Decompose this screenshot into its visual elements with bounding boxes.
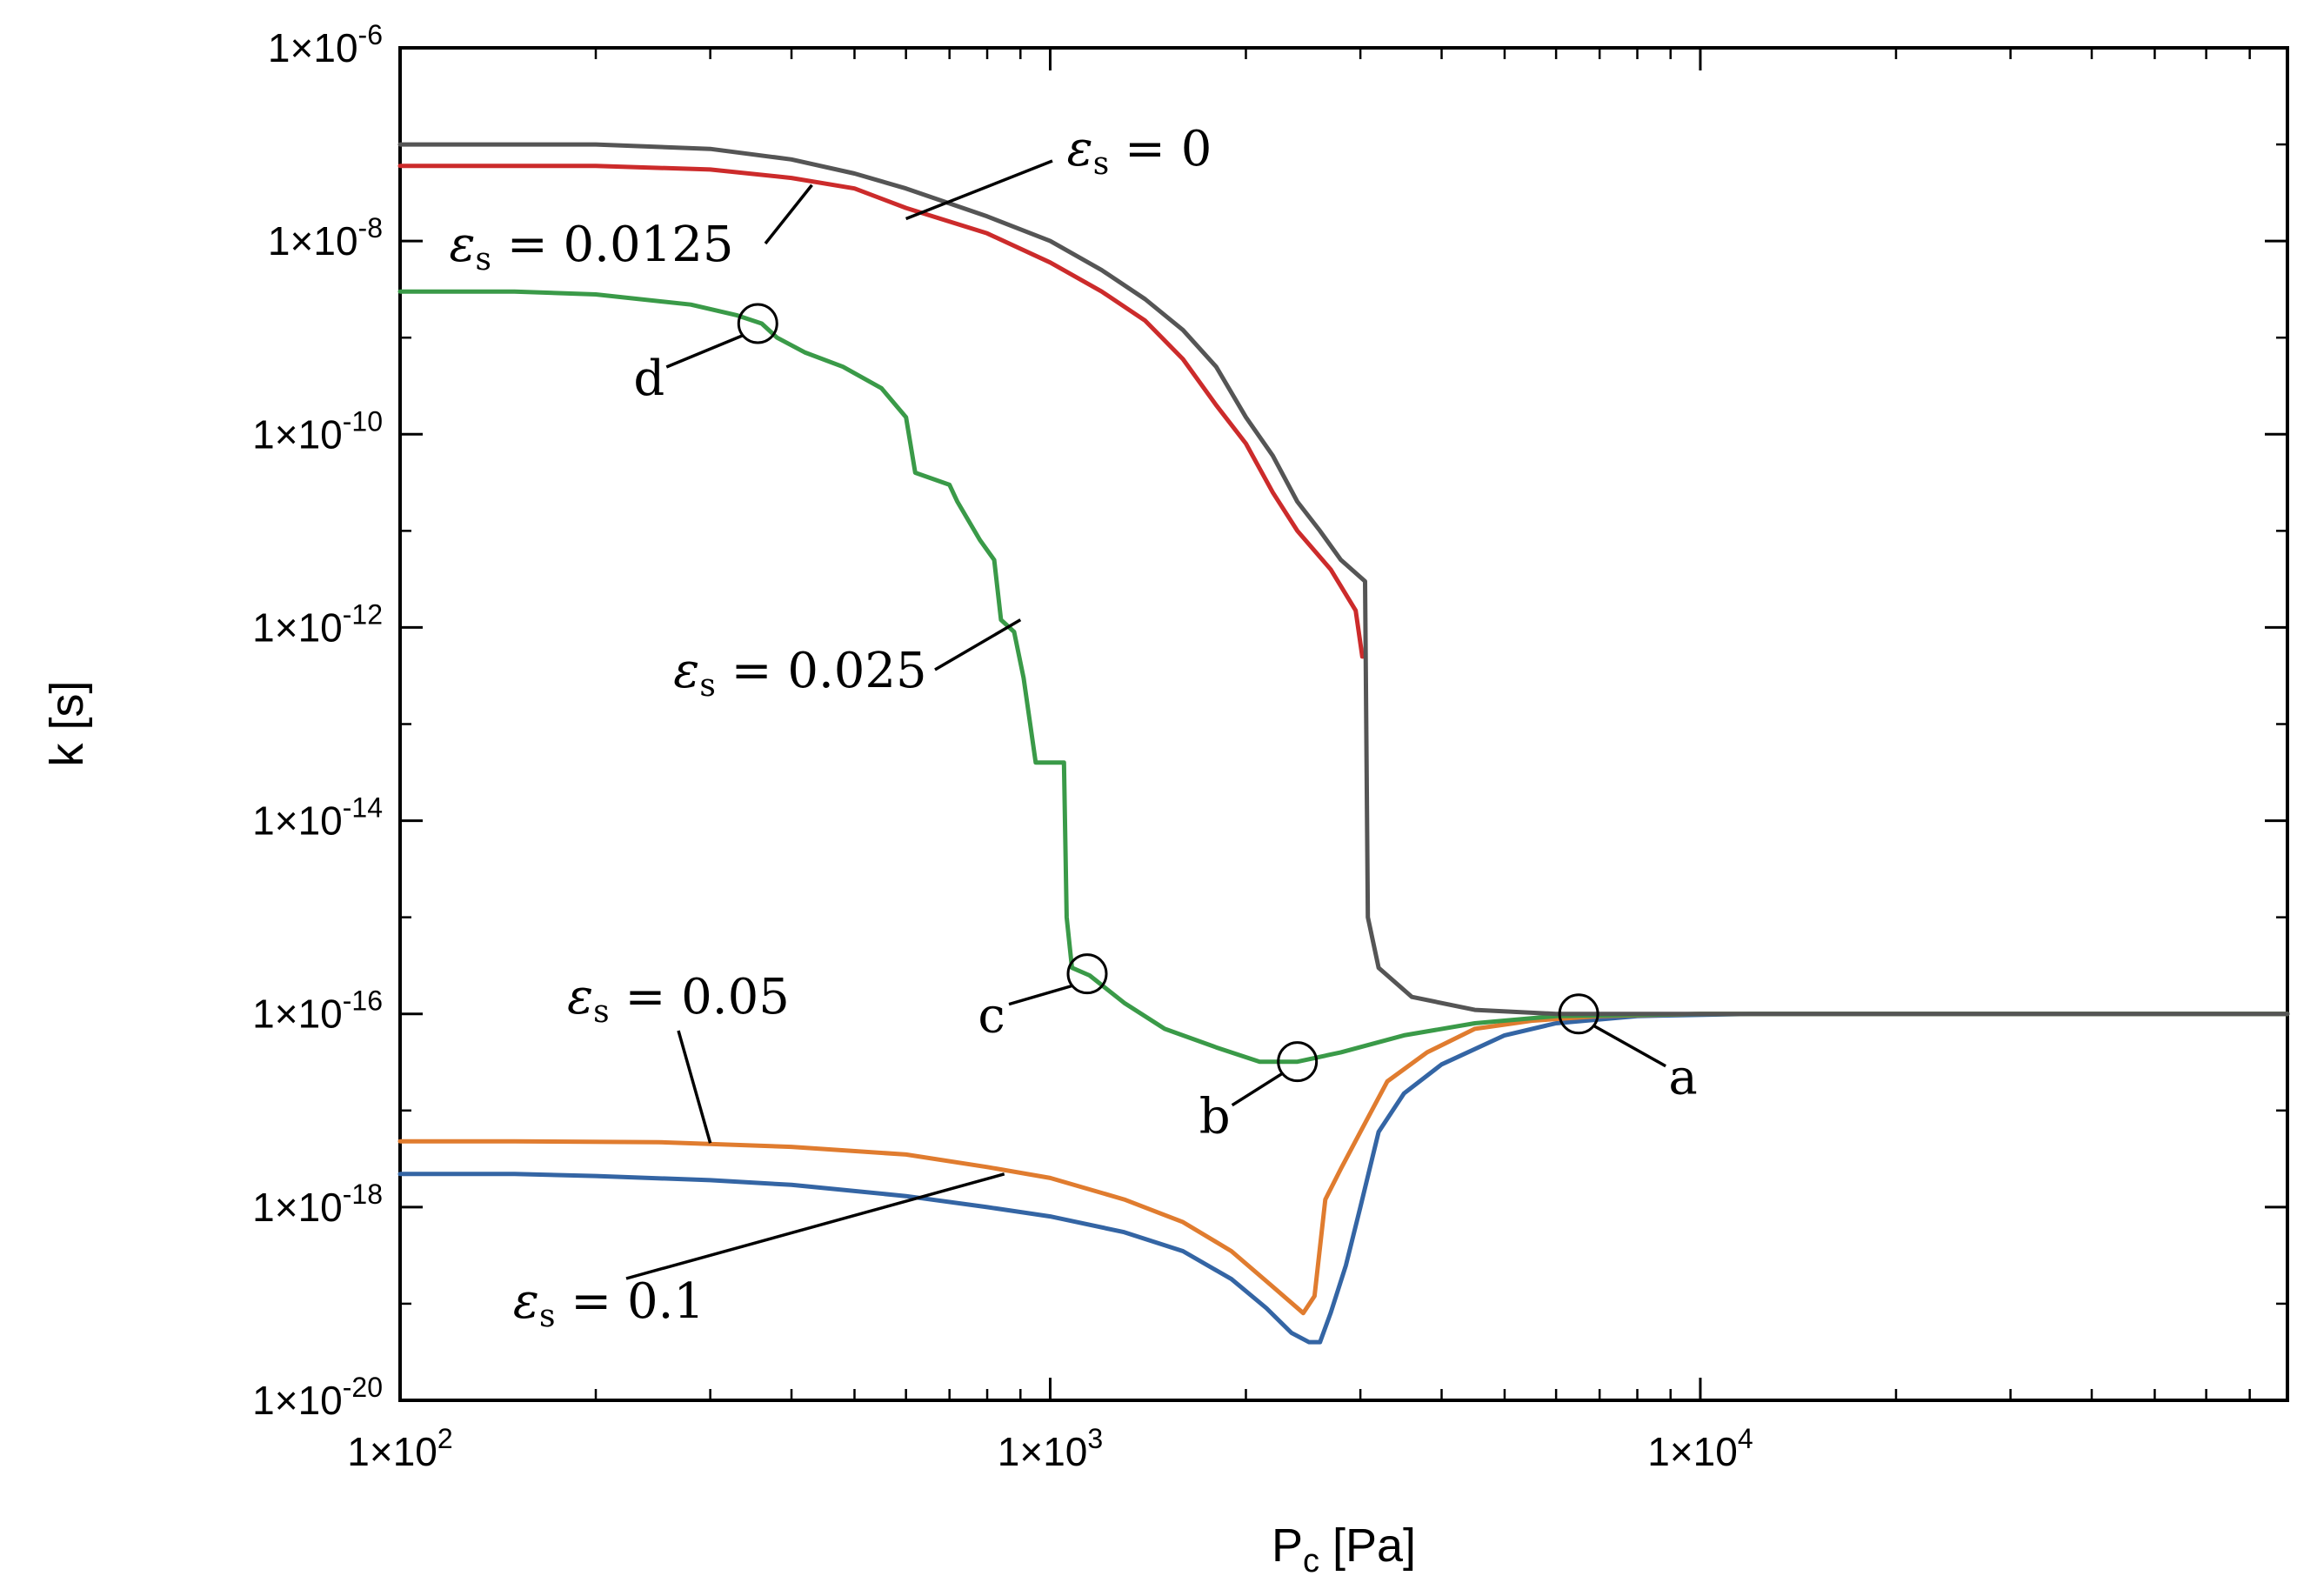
- y-tick-label-7-exp: -20: [343, 1372, 383, 1403]
- y-tick-label-0-exp: -6: [358, 19, 383, 50]
- y-tick-label-2-exp: -10: [343, 405, 383, 437]
- series-layer: [397, 142, 2290, 1345]
- y-tick-label-5: 1×10-16: [252, 985, 383, 1037]
- x-tick-label-1-exp: 3: [1087, 1423, 1103, 1454]
- series-line-0: [397, 1012, 2290, 1345]
- x-axis-title-sub: c: [1303, 1543, 1319, 1579]
- series-label-symbol: ε: [513, 1273, 539, 1330]
- series-label-1: εs = 0.05: [567, 969, 790, 1030]
- marker-layer: a b c d: [633, 303, 1698, 1145]
- x-tick-label-2: 1×104: [1647, 1423, 1753, 1474]
- y-tick-label-4: 1×10-14: [252, 792, 383, 844]
- series-label-symbol: ε: [1067, 121, 1093, 177]
- series-line-3: [397, 164, 1366, 659]
- marker-label-c: c: [978, 988, 1005, 1045]
- series-label-sub: s: [539, 1299, 555, 1334]
- series-label-symbol: ε: [449, 217, 475, 273]
- y-tick-label-5-base: 1×10: [252, 992, 343, 1037]
- series-line-4: [397, 142, 2290, 1017]
- y-tick-label-3-base: 1×10: [252, 604, 343, 650]
- series-label-value: = 0.05: [610, 969, 790, 1025]
- marker-d: [737, 303, 778, 344]
- x-tick-label-0-base: 1×10: [347, 1429, 437, 1474]
- series-label-value: = 0: [1109, 121, 1212, 177]
- x-tick-label-1-base: 1×10: [998, 1429, 1088, 1474]
- y-tick-label-2: 1×10-10: [252, 405, 383, 457]
- y-tick-label-2-base: 1×10: [252, 411, 343, 457]
- series-line-1: [397, 1012, 2290, 1316]
- marker-leader-a: [1593, 1025, 1666, 1068]
- marker-c: [1066, 953, 1108, 995]
- x-tick-label-2-exp: 4: [1738, 1423, 1753, 1454]
- series-label-2: εs = 0.025: [673, 643, 926, 704]
- y-tick-label-1-exp: -8: [358, 212, 383, 244]
- y-tick-label-0-base: 1×10: [268, 25, 358, 70]
- axis-ticks: 1×102 1×103 1×1041×10-61×10-81×10-101×10-1…: [252, 19, 2289, 1474]
- series-label-symbol: ε: [673, 643, 699, 699]
- y-tick-label-7-base: 1×10: [252, 1378, 343, 1423]
- marker-a: [1558, 993, 1599, 1035]
- y-tick-label-4-base: 1×10: [252, 798, 343, 844]
- marker-label-a: a: [1668, 1050, 1697, 1106]
- marker-leader-c: [1008, 984, 1072, 1006]
- y-tick-label-5-exp: -16: [343, 985, 383, 1017]
- x-tick-label-0-exp: 2: [437, 1423, 453, 1454]
- y-tick-label-3-exp: -12: [343, 598, 383, 630]
- y-tick-label-6-base: 1×10: [252, 1185, 343, 1230]
- y-tick-label-6: 1×10-18: [252, 1179, 383, 1230]
- y-tick-label-1-base: 1×10: [268, 218, 358, 264]
- y-tick-label-3: 1×10-12: [252, 598, 383, 650]
- marker-label-d: d: [633, 351, 664, 407]
- series-label-sub: s: [476, 242, 491, 277]
- marker-leader-d: [665, 334, 743, 369]
- x-tick-label-1: 1×103: [998, 1423, 1103, 1474]
- y-tick-label-1: 1×10-8: [268, 212, 383, 264]
- marker-b: [1277, 1041, 1319, 1083]
- x-tick-label-0: 1×102: [347, 1423, 452, 1474]
- series-label-3: εs = 0.0125: [449, 217, 733, 277]
- x-axis-title-symbol: P: [1272, 1519, 1303, 1572]
- series-label-sub: s: [699, 668, 715, 704]
- series-leader-2: [934, 618, 1022, 671]
- series-leader-3: [764, 184, 813, 245]
- y-tick-label-6-exp: -18: [343, 1179, 383, 1210]
- series-label-symbol: ε: [567, 969, 593, 1025]
- series-label-0: εs = 0.1: [513, 1273, 704, 1334]
- series-label-sub: s: [1093, 146, 1109, 182]
- series-leader-0: [625, 1172, 1005, 1280]
- series-label-value: = 0.025: [716, 643, 927, 699]
- marker-leader-b: [1231, 1072, 1283, 1107]
- series-label-value: = 0.1: [555, 1273, 704, 1330]
- series-leader-1: [677, 1030, 712, 1144]
- series-label-value: = 0.0125: [491, 217, 733, 273]
- x-axis-title: Pc [Pa]: [1272, 1519, 1416, 1579]
- series-line-2: [397, 289, 2290, 1065]
- series-label-sub: s: [593, 994, 609, 1030]
- x-axis-title-unit: [Pa]: [1319, 1519, 1416, 1572]
- series-label-4: εs = 0: [1067, 121, 1212, 182]
- x-tick-label-2-base: 1×10: [1647, 1429, 1738, 1474]
- y-tick-label-0: 1×10-6: [268, 19, 383, 70]
- y-axis-title: k [s]: [41, 680, 93, 766]
- y-tick-label-7: 1×10-20: [252, 1372, 383, 1423]
- series-leader-4: [905, 159, 1053, 221]
- marker-label-b: b: [1199, 1089, 1231, 1145]
- y-tick-label-4-exp: -14: [343, 792, 383, 824]
